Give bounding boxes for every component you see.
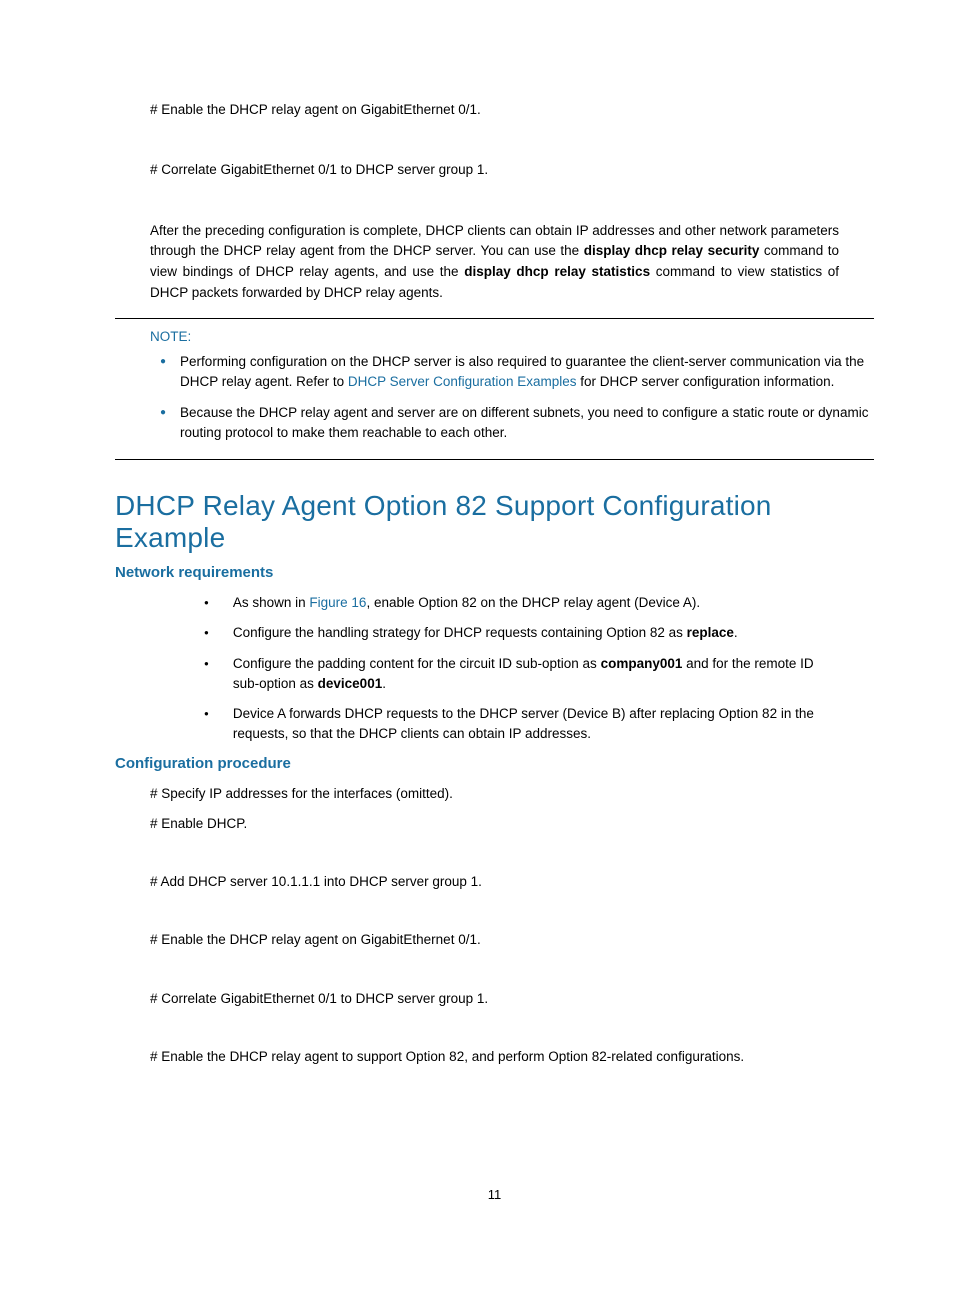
note-label: NOTE:: [150, 329, 874, 344]
bullet-icon: ●: [204, 623, 209, 643]
bullet-icon: ●: [160, 352, 166, 393]
note-item: ● Because the DHCP relay agent and serve…: [150, 403, 874, 444]
item-text: As shown in Figure 16, enable Option 82 …: [233, 593, 700, 613]
subsection-heading: Network requirements: [115, 564, 839, 581]
command-name: display dhcp relay security: [584, 243, 760, 258]
list-item: ● As shown in Figure 16, enable Option 8…: [204, 593, 839, 613]
result-paragraph: After the preceding configuration is com…: [150, 221, 839, 305]
config-step: # Specify IP addresses for the interface…: [150, 784, 839, 804]
requirements-list: ● As shown in Figure 16, enable Option 8…: [150, 593, 839, 745]
bullet-icon: ●: [160, 403, 166, 444]
page-number: 11: [150, 1187, 839, 1202]
config-step: # Enable DHCP.: [150, 814, 839, 834]
bullet-icon: ●: [204, 654, 209, 695]
command-name: display dhcp relay statistics: [464, 264, 650, 279]
subsection-heading: Configuration procedure: [115, 755, 839, 772]
document-page: # Enable the DHCP relay agent on Gigabit…: [0, 0, 954, 1262]
bullet-icon: ●: [204, 704, 209, 745]
config-step: # Enable the DHCP relay agent on Gigabit…: [150, 100, 839, 120]
config-step: # Enable the DHCP relay agent on Gigabit…: [150, 930, 839, 950]
section-heading: DHCP Relay Agent Option 82 Support Confi…: [115, 490, 839, 554]
procedure-list: # Specify IP addresses for the interface…: [150, 784, 839, 1068]
note-text: Because the DHCP relay agent and server …: [180, 403, 874, 444]
config-step: # Add DHCP server 10.1.1.1 into DHCP ser…: [150, 872, 839, 892]
figure-ref-link[interactable]: Figure 16: [309, 595, 366, 610]
item-text: Device A forwards DHCP requests to the D…: [233, 704, 839, 745]
note-item: ● Performing configuration on the DHCP s…: [150, 352, 874, 393]
bullet-icon: ●: [204, 593, 209, 613]
config-step: # Enable the DHCP relay agent to support…: [150, 1047, 839, 1067]
item-text: Configure the handling strategy for DHCP…: [233, 623, 738, 643]
note-box: NOTE: ● Performing configuration on the …: [115, 318, 874, 460]
item-text: Configure the padding content for the ci…: [233, 654, 839, 695]
config-step: # Correlate GigabitEthernet 0/1 to DHCP …: [150, 160, 839, 180]
config-step: # Correlate GigabitEthernet 0/1 to DHCP …: [150, 989, 839, 1009]
list-item: ● Configure the handling strategy for DH…: [204, 623, 839, 643]
note-text: Performing configuration on the DHCP ser…: [180, 352, 874, 393]
cross-ref-link[interactable]: DHCP Server Configuration Examples: [348, 374, 577, 389]
list-item: ● Device A forwards DHCP requests to the…: [204, 704, 839, 745]
list-item: ● Configure the padding content for the …: [204, 654, 839, 695]
